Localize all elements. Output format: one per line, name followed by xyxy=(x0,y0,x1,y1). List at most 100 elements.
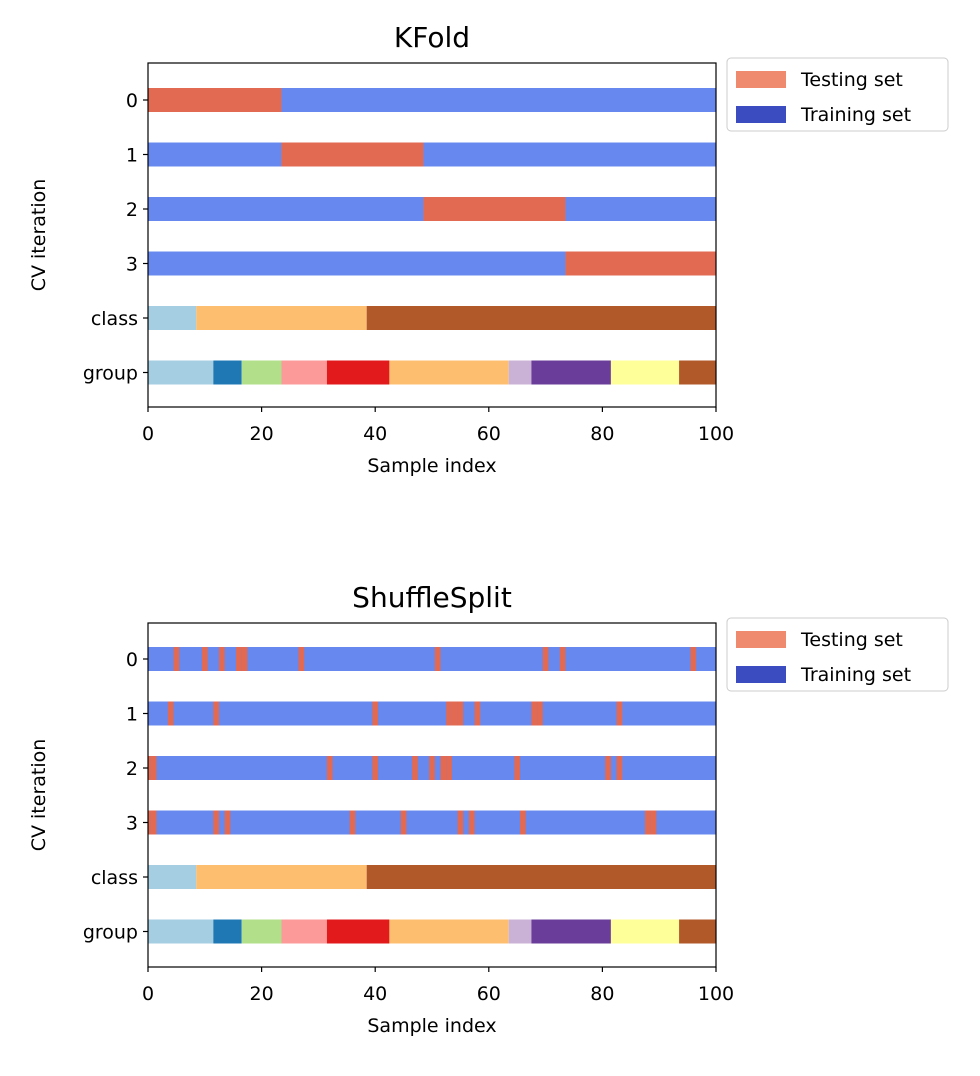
testing-segment xyxy=(446,756,452,780)
y-axis: 0 1 2 3 class group xyxy=(83,90,148,385)
group-segment xyxy=(679,360,716,385)
testing-segment xyxy=(150,756,157,780)
y-tick-label: 1 xyxy=(126,704,138,726)
group-segment xyxy=(531,919,611,944)
training-segment xyxy=(281,88,716,112)
cv-iteration-row xyxy=(148,88,716,112)
x-axis-label: Sample index xyxy=(367,1015,496,1037)
testing-segment xyxy=(224,810,231,835)
legend-label: Training set xyxy=(800,104,911,126)
y-tick-label: 2 xyxy=(126,199,138,221)
testing-segment xyxy=(605,756,611,780)
testing-segment xyxy=(241,647,248,671)
legend-swatch xyxy=(736,631,786,648)
testing-segment xyxy=(400,810,407,835)
testing-segment xyxy=(412,756,418,780)
legend: Testing set Training set xyxy=(726,57,949,132)
group-segment xyxy=(148,360,214,385)
training-segment xyxy=(148,647,716,671)
x-tick-label: 40 xyxy=(363,423,387,445)
training-segment xyxy=(148,701,716,726)
y-tick-label: 3 xyxy=(126,254,138,276)
y-tick-label: 0 xyxy=(126,649,138,671)
legend-swatch xyxy=(736,666,786,683)
group-row xyxy=(148,919,716,944)
y-tick-label: 2 xyxy=(126,758,138,780)
group-segment xyxy=(213,919,242,944)
y-axis: 0 1 2 3 class group xyxy=(83,649,148,944)
testing-segment xyxy=(372,701,379,726)
testing-segment xyxy=(201,647,208,671)
testing-segment xyxy=(565,251,716,276)
testing-segment xyxy=(148,88,282,112)
testing-segment xyxy=(423,197,566,221)
y-axis-label: CV iteration xyxy=(28,179,50,292)
group-segment xyxy=(326,919,390,944)
cv-iteration-row xyxy=(148,251,716,276)
testing-segment xyxy=(446,701,452,726)
class-row xyxy=(148,306,716,330)
group-segment xyxy=(531,360,611,385)
testing-segment xyxy=(457,810,464,835)
cv-bars xyxy=(148,647,716,944)
testing-segment xyxy=(559,647,566,671)
legend-label: Testing set xyxy=(800,69,903,91)
x-axis-label: Sample index xyxy=(367,455,496,477)
testing-segment xyxy=(645,810,651,835)
y-tick-label: class xyxy=(91,867,138,889)
group-segment xyxy=(281,360,327,385)
group-segment xyxy=(326,360,390,385)
x-axis: 0 20 40 60 80 100 xyxy=(142,407,734,445)
testing-segment xyxy=(326,756,333,780)
group-segment xyxy=(241,360,282,385)
testing-segment xyxy=(173,647,180,671)
testing-segment xyxy=(542,647,549,671)
training-segment xyxy=(148,251,566,276)
x-tick-label: 80 xyxy=(590,423,614,445)
group-segment xyxy=(508,360,532,385)
class-segment xyxy=(148,306,197,330)
testing-segment xyxy=(690,647,697,671)
testing-segment xyxy=(468,810,475,835)
x-tick-label: 100 xyxy=(698,983,734,1005)
x-tick-label: 20 xyxy=(250,423,274,445)
y-tick-label: group xyxy=(83,922,138,944)
class-segment xyxy=(366,865,716,889)
testing-segment xyxy=(440,756,447,780)
testing-segment xyxy=(616,701,623,726)
group-segment xyxy=(389,919,509,944)
x-tick-label: 0 xyxy=(142,983,154,1005)
testing-segment xyxy=(281,142,424,167)
training-segment xyxy=(148,197,424,221)
group-segment xyxy=(148,919,214,944)
group-segment xyxy=(508,919,532,944)
testing-segment xyxy=(213,701,219,726)
testing-segment xyxy=(148,756,151,780)
cv-iteration-row xyxy=(148,647,716,671)
chart-title: KFold xyxy=(394,21,470,54)
training-segment xyxy=(148,142,282,167)
group-segment xyxy=(281,919,327,944)
y-axis-label: CV iteration xyxy=(28,739,50,852)
legend-label: Testing set xyxy=(800,629,903,651)
testing-segment xyxy=(236,647,242,671)
testing-segment xyxy=(474,701,481,726)
cv-iteration-row xyxy=(148,142,716,167)
x-tick-label: 60 xyxy=(477,423,501,445)
testing-segment xyxy=(213,810,219,835)
cv-iteration-row xyxy=(148,810,716,835)
testing-segment xyxy=(537,701,543,726)
testing-segment xyxy=(349,810,356,835)
group-segment xyxy=(241,919,282,944)
group-segment xyxy=(679,919,716,944)
legend: Testing set Training set xyxy=(726,617,949,692)
testing-segment xyxy=(219,647,225,671)
testing-segment xyxy=(650,810,657,835)
chart-0: KFold 0 1 2 3 class group 0 20 40 60 80 100 Sample in… xyxy=(28,21,949,477)
x-axis: 0 20 40 60 80 100 xyxy=(142,967,734,1005)
chart-1: ShuffleSplit 0 1 2 3 class group 0 20 40 60 80 100 Sa… xyxy=(28,581,949,1037)
testing-segment xyxy=(429,756,435,780)
x-tick-label: 60 xyxy=(477,983,501,1005)
class-row xyxy=(148,865,716,889)
group-segment xyxy=(610,919,680,944)
